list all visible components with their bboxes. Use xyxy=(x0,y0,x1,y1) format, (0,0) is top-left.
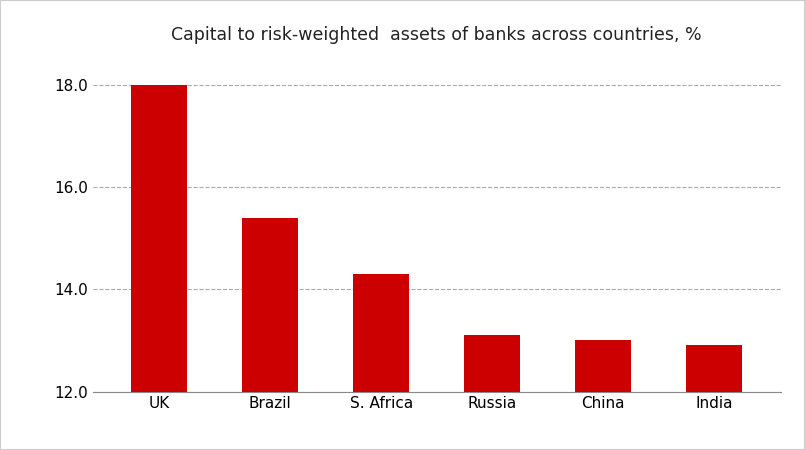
Bar xyxy=(687,346,742,450)
Bar xyxy=(353,274,409,450)
Bar xyxy=(242,218,298,450)
Bar xyxy=(464,335,520,450)
Bar xyxy=(576,340,631,450)
Title: Capital to risk-weighted  assets of banks across countries, %: Capital to risk-weighted assets of banks… xyxy=(171,26,702,44)
Bar xyxy=(131,85,187,450)
